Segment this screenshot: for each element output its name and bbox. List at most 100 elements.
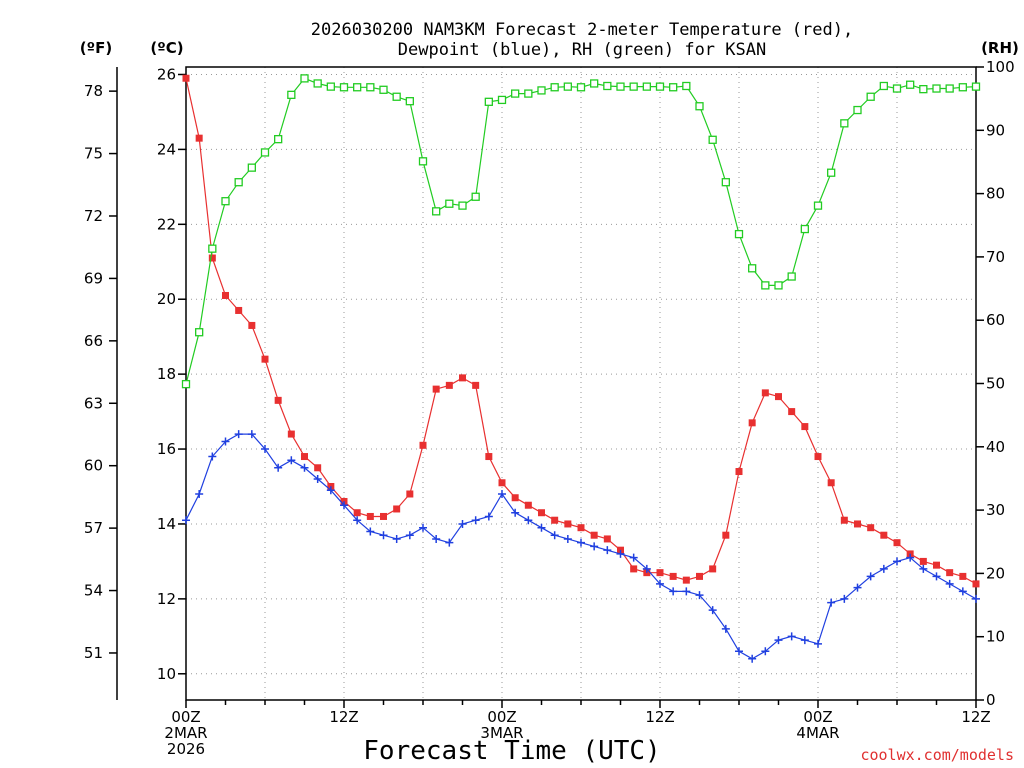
rh-point	[682, 81, 691, 91]
dewpoint-point	[708, 606, 717, 615]
rh-point	[418, 157, 428, 166]
dewpoint-point	[550, 531, 559, 540]
dewpoint-point	[840, 594, 849, 603]
dewpoint-point	[208, 452, 217, 461]
2-meter-temperature-point	[709, 565, 717, 573]
2-meter-temperature-point	[208, 254, 216, 262]
rh-point	[300, 74, 309, 83]
chart-title-line-1: 2026030200 NAM3KM Forecast 2-meter Tempe…	[311, 20, 853, 40]
2-meter-temperature-point	[551, 516, 559, 524]
2-meter-temperature-point	[195, 134, 203, 142]
dewpoint-point	[827, 598, 836, 607]
2-meter-temperature-line	[185, 78, 977, 585]
2-meter-temperature-point	[933, 561, 940, 569]
grid-lines	[186, 67, 976, 700]
dewpoint-point	[735, 647, 743, 656]
rh-point	[866, 92, 875, 101]
celsius-tick-label: 22	[157, 215, 176, 233]
2-meter-temperature-point	[775, 393, 782, 401]
dewpoint-point	[366, 527, 375, 536]
2-meter-temperature-point	[814, 453, 822, 461]
rh-point	[629, 82, 638, 91]
dewpoint-point	[682, 587, 691, 596]
rh-point	[734, 229, 744, 239]
dewpoint-point	[787, 632, 796, 641]
rh-point	[537, 86, 546, 95]
rh-point	[379, 85, 388, 94]
rh-tick-label: 50	[986, 375, 1005, 393]
rh-point	[458, 201, 467, 210]
x-tick-label: 00Z	[803, 708, 832, 726]
2-meter-temperature-point	[314, 464, 322, 472]
rh-point	[695, 102, 704, 111]
rh-tick-label: 0	[986, 691, 996, 709]
rh-point	[761, 281, 770, 290]
dewpoint-point	[590, 542, 599, 551]
axes: 1012141618202224265154576063666972757801…	[84, 58, 1015, 758]
x-tick-label: 12Z	[961, 708, 990, 726]
rh-point	[550, 83, 559, 92]
rh-point	[708, 135, 717, 144]
2-meter-temperature-point	[630, 565, 638, 573]
dewpoint-point	[300, 463, 309, 472]
rh-point	[221, 197, 230, 206]
2-meter-temperature-point	[287, 430, 295, 438]
rh-tick-label: 90	[986, 121, 1005, 139]
2-meter-temperature-point	[603, 535, 611, 543]
dewpoint-point	[853, 583, 862, 592]
2-meter-temperature-point	[393, 505, 401, 513]
dewpoint-point	[498, 489, 506, 498]
2-meter-temperature-point	[524, 501, 532, 509]
rh-point	[655, 82, 665, 91]
2-meter-temperature-point	[972, 580, 980, 588]
x-tick-label: 2026	[167, 740, 205, 758]
rh-point	[195, 328, 204, 337]
dewpoint-point	[221, 437, 230, 446]
x-axis-label: Forecast Time (UTC)	[363, 736, 660, 766]
fahrenheit-tick-label: 51	[84, 644, 103, 662]
rh-point	[432, 207, 441, 216]
data-series	[181, 74, 981, 663]
rh-line	[185, 77, 977, 385]
2-meter-temperature-point	[788, 408, 796, 416]
rh-point	[576, 83, 586, 92]
2-meter-temperature-point	[432, 385, 440, 393]
2-meter-temperature-point	[722, 531, 730, 539]
dewpoint-point	[379, 531, 388, 540]
rh-point	[800, 224, 809, 234]
dewpoint-point	[432, 534, 441, 543]
dewpoint-point	[577, 538, 585, 547]
x-tick-label: 4MAR	[796, 724, 839, 742]
rh-point	[563, 82, 572, 91]
dewpoint-point	[313, 475, 322, 484]
dewpoint-point	[392, 534, 401, 543]
rh-point	[353, 83, 362, 92]
dewpoint-point	[629, 553, 638, 562]
dewpoint-point	[800, 636, 809, 645]
dewpoint-point	[945, 579, 954, 588]
fahrenheit-tick-label: 72	[84, 207, 103, 225]
dewpoint-point	[695, 591, 704, 600]
rh-tick-label: 80	[986, 185, 1005, 203]
dewpoint-point	[326, 486, 335, 495]
2-meter-temperature-point	[840, 516, 848, 524]
dewpoint-point	[656, 579, 664, 588]
rh-point	[958, 83, 967, 92]
fahrenheit-tick-label: 66	[84, 332, 103, 350]
2-meter-temperature-point	[445, 381, 453, 389]
fahrenheit-tick-label: 60	[84, 457, 103, 475]
2-meter-temperature-point	[748, 419, 756, 427]
celsius-tick-label: 24	[157, 140, 176, 158]
plot-frame	[185, 66, 977, 701]
celsius-tick-label: 10	[157, 665, 176, 683]
2-meter-temperature-point	[564, 520, 572, 528]
dewpoint-point	[471, 516, 480, 525]
dewpoint-point	[563, 534, 572, 543]
rh-point	[616, 82, 625, 91]
rh-point	[208, 244, 217, 253]
rh-point	[497, 95, 507, 105]
fahrenheit-unit-label: (ºF)	[80, 39, 112, 57]
rh-point	[247, 163, 256, 172]
rh-point	[181, 379, 191, 389]
celsius-tick-label: 20	[157, 290, 176, 308]
